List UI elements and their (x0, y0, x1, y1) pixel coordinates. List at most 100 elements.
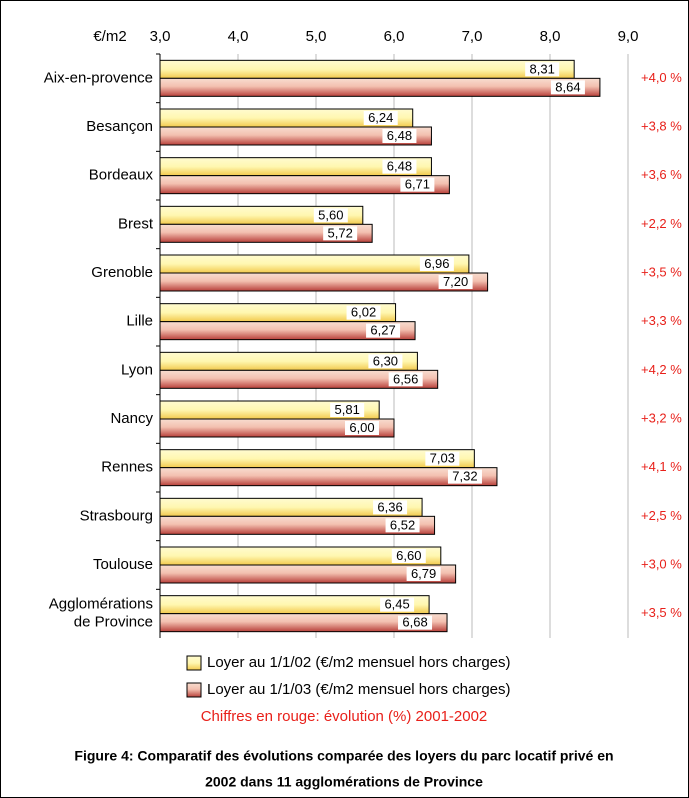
legend-label: Loyer au 1/1/03 (€/m2 mensuel hors charg… (207, 681, 511, 698)
y-tick-label: Rennes (101, 459, 153, 476)
value-label: 6,71 (405, 177, 430, 192)
value-label: 6,60 (396, 548, 421, 563)
x-tick-label: 4,0 (228, 28, 249, 45)
value-label: 6,45 (384, 597, 409, 612)
evolution-label: +2,5 % (641, 508, 682, 523)
value-label-bg (380, 597, 415, 612)
value-label-bg (525, 62, 560, 77)
y-tick-label: Lille (126, 313, 153, 330)
evolution-label: +3,0 % (641, 556, 682, 571)
bar (159, 467, 498, 487)
note: Chiffres en rouge: évolution (%) 2001-20… (201, 708, 488, 725)
value-label-bg (425, 451, 460, 466)
y-tick-label: Lyon (121, 361, 153, 378)
y-tick-label: Toulouse (93, 556, 153, 573)
value-label-bg (382, 159, 417, 174)
legend-label: Loyer au 1/1/02 (€/m2 mensuel hors charg… (207, 654, 511, 671)
value-label-bg (447, 469, 482, 484)
value-label-bg (398, 615, 433, 630)
caption: Figure 4: Comparatif des évolutions comp… (74, 748, 613, 764)
value-label-bg (385, 518, 420, 533)
value-label: 6,24 (368, 110, 393, 125)
bar (159, 272, 489, 292)
bar (159, 613, 448, 633)
y-tick-label: Besançon (86, 118, 153, 135)
value-label: 6,96 (424, 256, 449, 271)
value-label-bg (550, 80, 585, 95)
value-label: 6,48 (387, 128, 412, 143)
value-label-bg (323, 226, 358, 241)
value-label-bg (406, 567, 441, 581)
bar (159, 77, 601, 97)
evolution-label: +3,5 % (641, 264, 682, 279)
value-label-bg (419, 257, 454, 271)
bar (159, 175, 450, 195)
value-label: 6,68 (402, 615, 427, 630)
evolution-label: +4,0 % (641, 70, 682, 85)
value-label: 8,64 (555, 79, 580, 94)
value-label-bg (368, 354, 403, 369)
evolution-label: +4,1 % (641, 459, 682, 474)
value-label: 7,03 (430, 451, 455, 466)
value-label-bg (345, 421, 379, 435)
y-tick-label: Aix-en-provence (44, 69, 153, 86)
value-label-bg (391, 549, 426, 563)
value-label: 8,31 (530, 61, 555, 76)
x-tick-label: 6,0 (384, 28, 405, 45)
bar (159, 369, 439, 389)
evolution-label: +3,8 % (641, 118, 682, 133)
y-tick-label: Strasbourg (80, 507, 153, 524)
caption: 2002 dans 11 agglomérations de Province (205, 774, 483, 790)
bar (159, 223, 373, 243)
x-tick-label: 8,0 (540, 28, 561, 45)
bar (159, 321, 416, 341)
value-label-bg (313, 208, 348, 223)
value-label: 6,30 (373, 353, 398, 368)
evolution-label: +2,2 % (641, 216, 682, 231)
bar (159, 418, 395, 438)
value-label-bg (330, 403, 365, 417)
value-label: 5,81 (335, 402, 360, 417)
bar (159, 126, 432, 146)
value-label: 6,02 (351, 305, 376, 320)
value-label-bg (373, 500, 408, 515)
value-label: 7,20 (443, 274, 468, 289)
y-tick-label: Grenoble (91, 264, 153, 281)
value-label: 6,36 (377, 499, 402, 514)
evolution-label: +4,2 % (641, 362, 682, 377)
value-label-bg (346, 305, 381, 320)
value-label: 7,32 (452, 469, 477, 484)
y-tick-label: Bordeaux (89, 167, 154, 184)
evolution-label: +3,3 % (641, 313, 682, 328)
value-label-bg (438, 275, 473, 289)
value-label-bg (400, 177, 435, 192)
legend-swatch (186, 682, 202, 698)
value-label: 6,00 (349, 420, 374, 435)
bar (159, 59, 575, 79)
y-tick-label: Brest (118, 215, 154, 232)
axis-label: €/m2 (93, 28, 126, 45)
legend-swatch (186, 655, 202, 671)
value-label-bg (382, 129, 417, 143)
value-label: 6,52 (390, 517, 415, 532)
evolution-label: +3,5 % (641, 605, 682, 620)
value-label-bg (388, 372, 423, 387)
value-label: 6,56 (393, 371, 418, 386)
value-label: 6,79 (411, 566, 436, 581)
value-label: 5,72 (328, 225, 353, 240)
x-tick-label: 9,0 (618, 28, 639, 45)
x-tick-label: 3,0 (150, 28, 171, 45)
x-tick-label: 5,0 (306, 28, 327, 45)
y-tick-label: Nancy (110, 410, 153, 427)
value-label: 6,48 (387, 159, 412, 174)
value-label: 6,27 (370, 323, 395, 338)
value-label-bg (363, 111, 398, 125)
value-label-bg (366, 323, 401, 338)
bar (159, 564, 457, 584)
evolution-label: +3,2 % (641, 410, 682, 425)
evolution-label: +3,6 % (641, 167, 682, 182)
x-tick-label: 7,0 (462, 28, 483, 45)
bar (159, 515, 436, 535)
y-tick-label: Agglomérations de Province (49, 596, 153, 631)
